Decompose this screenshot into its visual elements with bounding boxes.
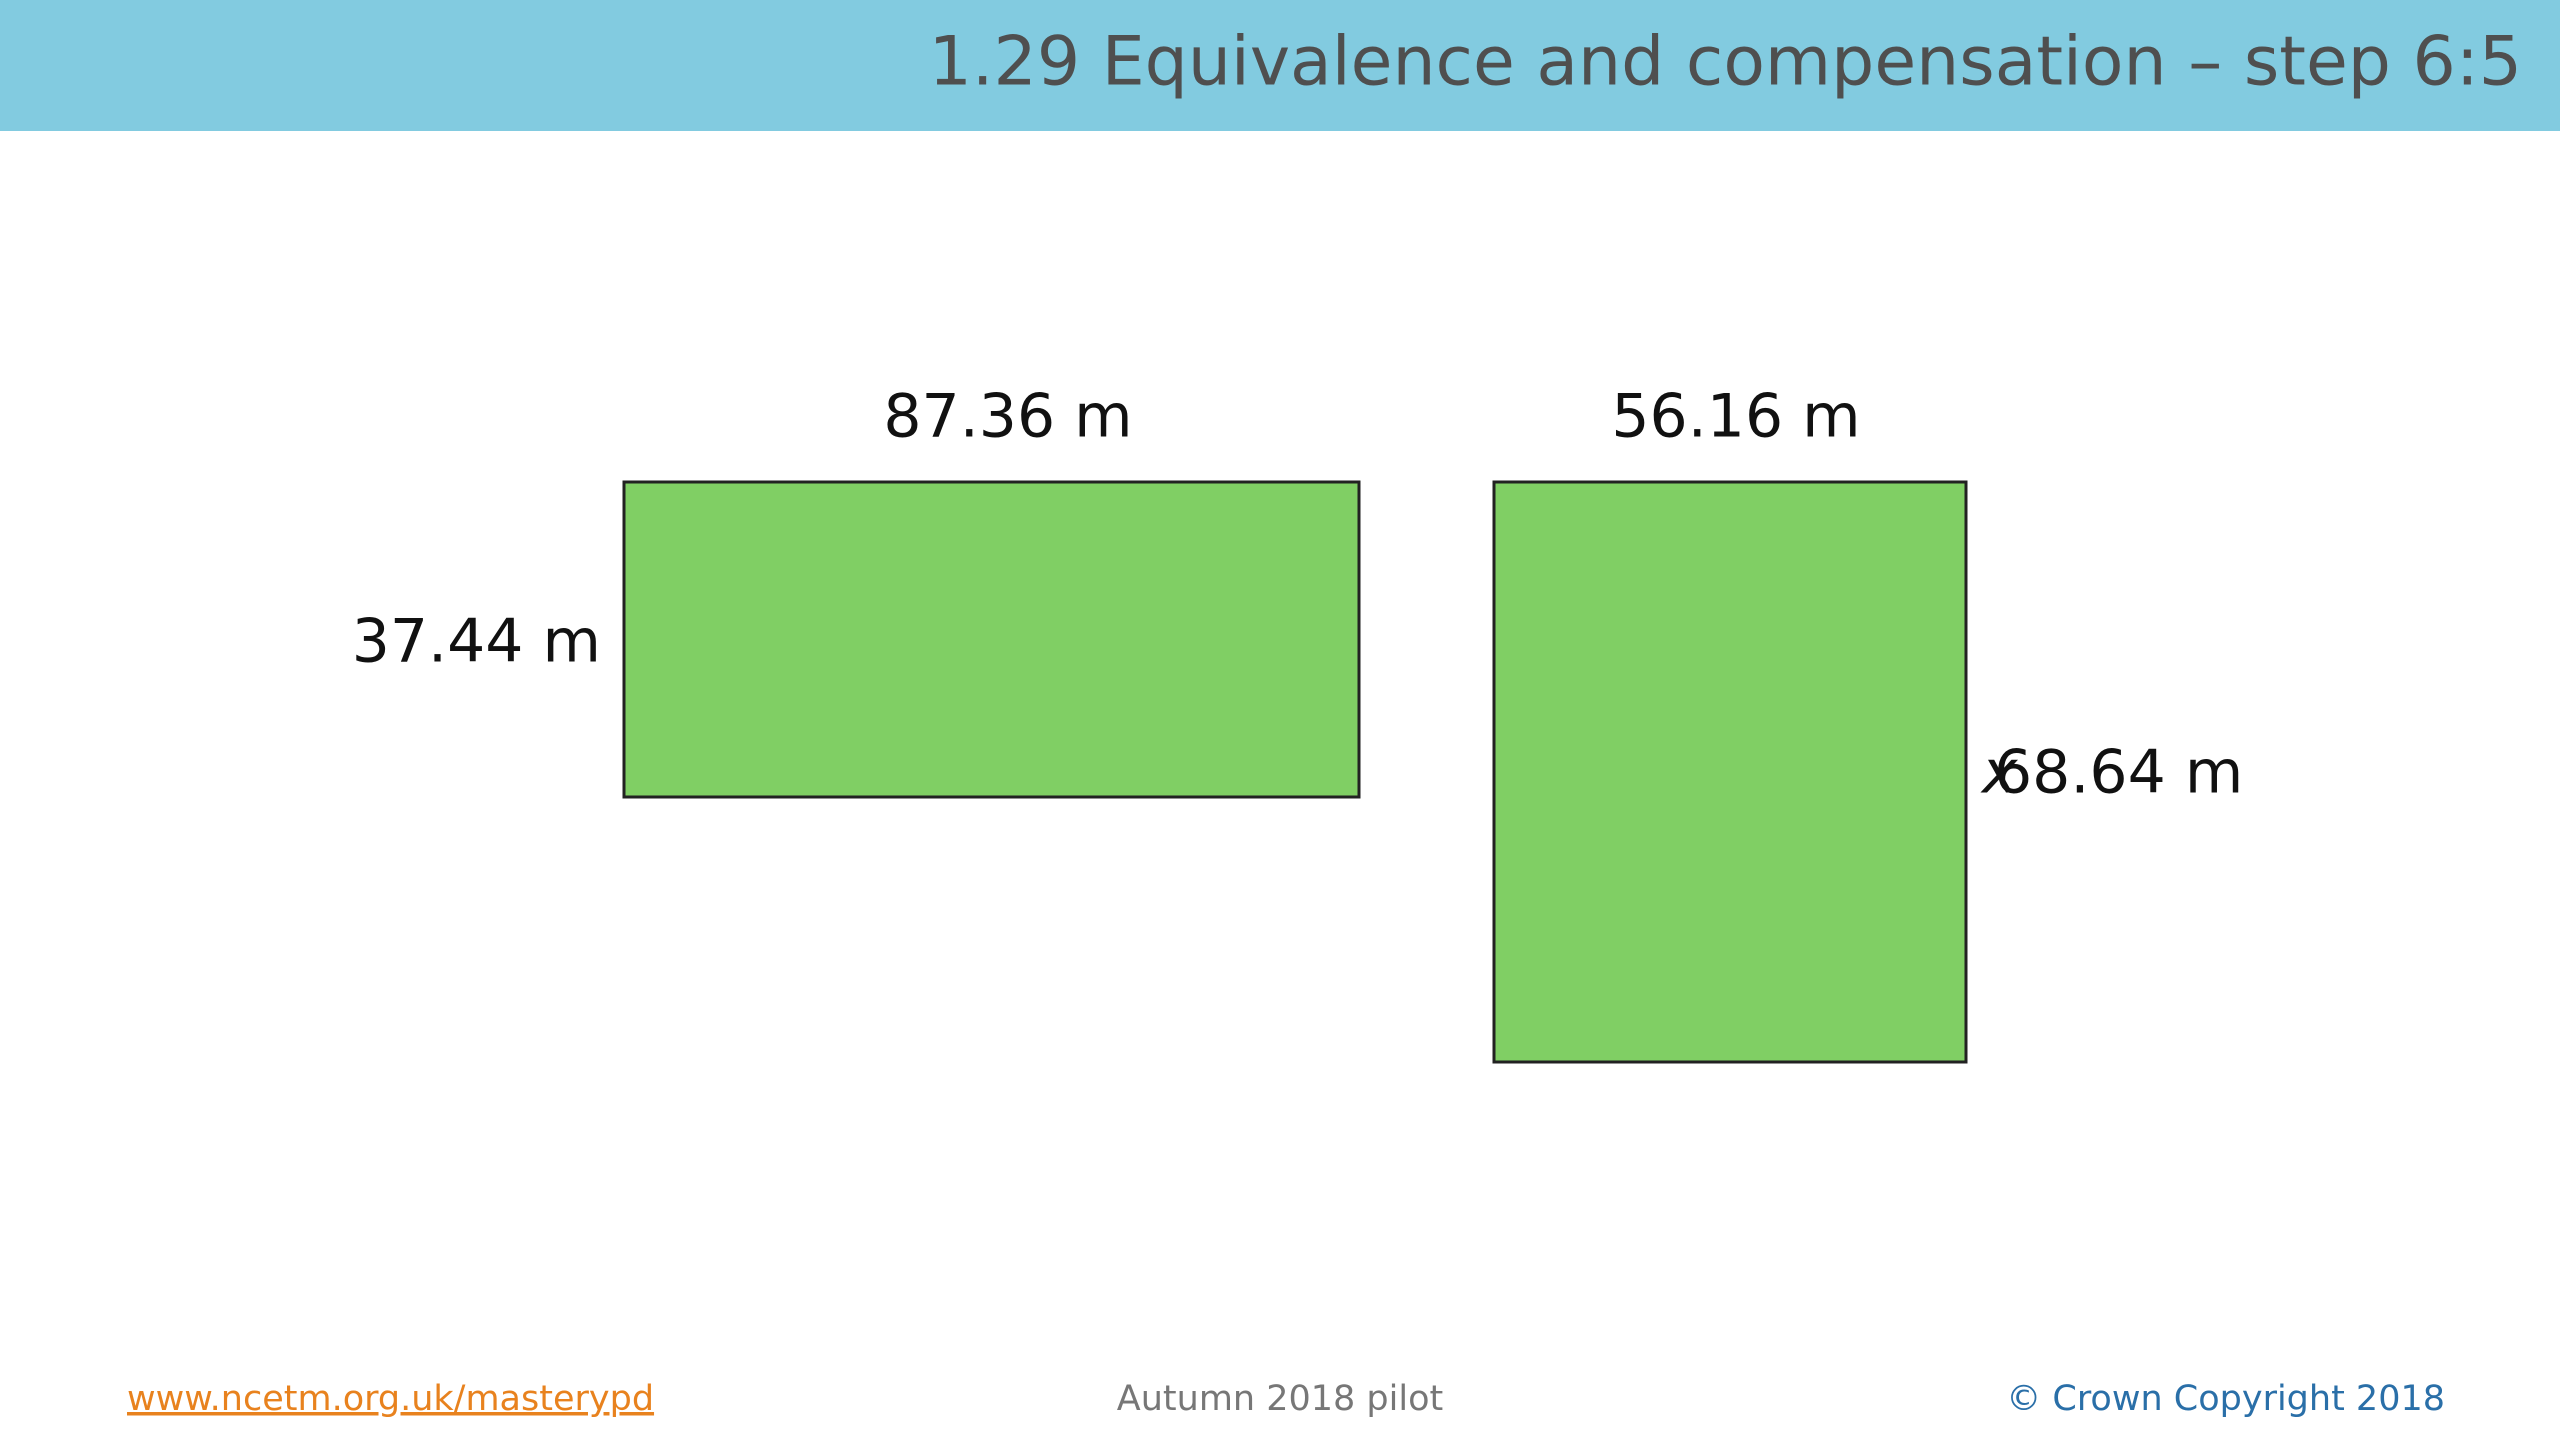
width-label: 87.36 m: [883, 382, 1132, 452]
height-label: 37.44 m: [352, 607, 601, 677]
width-label: 56.16 m: [1611, 382, 1860, 452]
rectangle: [1492, 480, 1968, 1064]
unknown-mark: x: [1980, 738, 2018, 808]
height-label: 68.64 m: [1994, 738, 2243, 808]
slide-title: 1.29 Equivalence and compensation – step…: [929, 23, 2522, 102]
footer-link[interactable]: www.ncetm.org.uk/masterypd: [127, 1379, 654, 1419]
footer-copyright: © Crown Copyright 2018: [2006, 1379, 2445, 1419]
footer-center: Autumn 2018 pilot: [1117, 1379, 1443, 1419]
header-bar: [0, 0, 2560, 131]
rectangle: [622, 480, 1361, 799]
